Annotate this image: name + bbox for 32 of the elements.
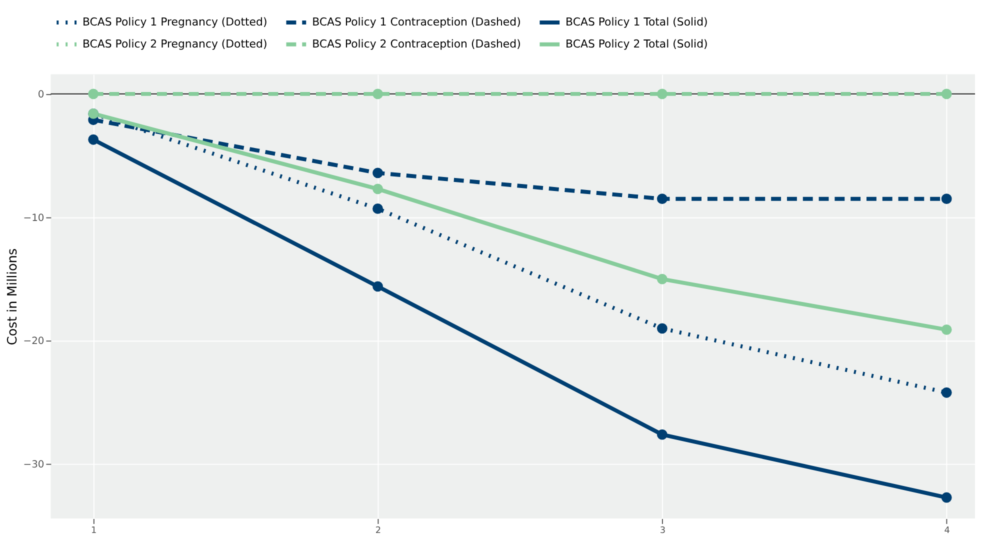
point: [372, 184, 383, 194]
legend-label: BCAS Policy 1 Total (Solid): [566, 16, 708, 28]
x-tick-label: 4: [944, 526, 950, 536]
y-axis-title: Cost in Millions: [5, 248, 20, 346]
point: [372, 281, 383, 292]
y-tick-label: −10: [23, 212, 44, 224]
point: [656, 274, 668, 284]
x-tick-label: 2: [375, 526, 382, 536]
point: [372, 168, 383, 178]
y-tick-label: −30: [23, 460, 44, 471]
legend-label: BCAS Policy 1 Pregnancy (Dotted): [82, 16, 268, 28]
legend-label: BCAS Policy 2 Total (Solid): [566, 37, 708, 50]
point: [656, 88, 668, 100]
point: [941, 324, 952, 335]
point: [941, 492, 952, 503]
y-tick-label: 0: [38, 89, 44, 100]
legend-label: BCAS Policy 1 Contraception (Dashed): [312, 16, 521, 28]
point: [372, 204, 383, 214]
point: [656, 429, 668, 440]
point: [372, 88, 383, 100]
y-tick-label: −20: [23, 336, 44, 348]
point: [656, 323, 668, 334]
point: [88, 134, 99, 145]
point: [941, 387, 952, 398]
point: [88, 88, 99, 100]
x-tick-label: 3: [660, 526, 666, 536]
legend-label: BCAS Policy 2 Pregnancy (Dotted): [82, 37, 268, 50]
point: [656, 194, 668, 204]
point: [941, 194, 952, 204]
legend-label: BCAS Policy 2 Contraception (Dashed): [312, 37, 521, 50]
x-tick-label: 1: [91, 526, 97, 536]
point: [941, 88, 952, 100]
